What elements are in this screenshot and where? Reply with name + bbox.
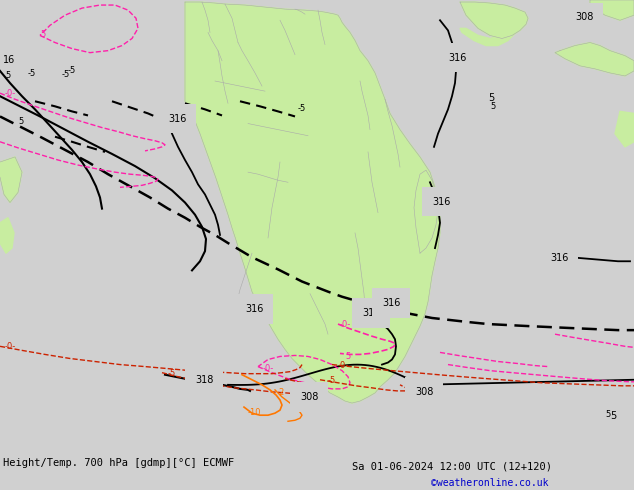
Polygon shape xyxy=(460,18,526,46)
Text: 5: 5 xyxy=(605,410,611,419)
Text: -5: -5 xyxy=(328,376,336,385)
Text: -0-: -0- xyxy=(340,320,351,329)
Text: 318: 318 xyxy=(195,375,214,385)
Text: Sa 01-06-2024 12:00 UTC (12+120): Sa 01-06-2024 12:00 UTC (12+120) xyxy=(352,462,552,471)
Text: -5: -5 xyxy=(68,66,76,75)
Polygon shape xyxy=(460,2,528,39)
Text: -10: -10 xyxy=(248,408,261,417)
Text: ©weatheronline.co.uk: ©weatheronline.co.uk xyxy=(431,478,548,488)
Text: 16: 16 xyxy=(3,55,15,65)
Text: 5: 5 xyxy=(610,411,616,421)
Text: 316: 316 xyxy=(448,53,467,63)
Text: 316: 316 xyxy=(168,114,186,123)
Text: 316: 316 xyxy=(382,298,401,308)
Text: -5: -5 xyxy=(62,70,70,79)
Polygon shape xyxy=(590,0,634,20)
Text: Height/Temp. 700 hPa [gdmp][°C] ECMWF: Height/Temp. 700 hPa [gdmp][°C] ECMWF xyxy=(3,458,235,468)
Polygon shape xyxy=(185,2,440,403)
Polygon shape xyxy=(0,218,14,253)
Text: 316: 316 xyxy=(362,308,380,318)
Text: 308: 308 xyxy=(415,387,434,397)
Text: 5: 5 xyxy=(5,71,10,80)
Text: 5: 5 xyxy=(488,93,495,103)
Text: 308: 308 xyxy=(575,12,593,22)
Text: 2: 2 xyxy=(278,388,283,397)
Text: 316: 316 xyxy=(550,253,568,263)
Text: 5: 5 xyxy=(490,102,495,111)
Text: -0-: -0- xyxy=(263,364,275,372)
Text: 308: 308 xyxy=(300,392,318,402)
Polygon shape xyxy=(555,43,634,76)
Polygon shape xyxy=(0,157,22,202)
Text: 316: 316 xyxy=(432,196,450,207)
Text: 5: 5 xyxy=(345,352,350,362)
Text: -0-: -0- xyxy=(5,343,16,351)
Text: -5: -5 xyxy=(168,368,176,378)
Text: -0-: -0- xyxy=(5,89,16,98)
Text: 316: 316 xyxy=(245,304,263,314)
Text: 5: 5 xyxy=(40,30,45,40)
Polygon shape xyxy=(414,170,438,253)
Text: 5: 5 xyxy=(18,117,23,125)
Text: -5: -5 xyxy=(28,69,36,78)
Text: -5: -5 xyxy=(298,104,306,113)
Polygon shape xyxy=(615,111,634,147)
Text: -0-: -0- xyxy=(338,361,349,369)
